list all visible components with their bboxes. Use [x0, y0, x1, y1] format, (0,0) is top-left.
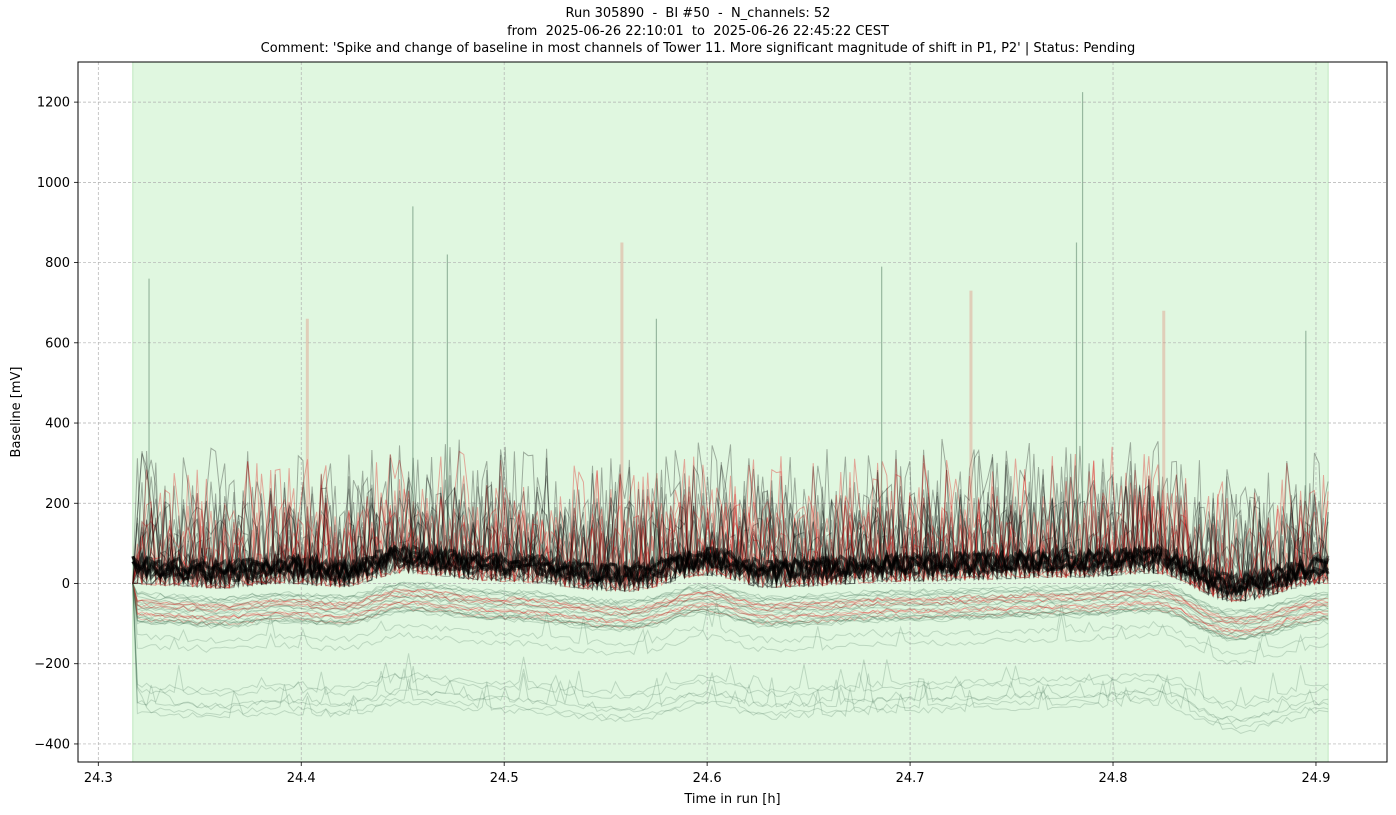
channel-trace	[132, 583, 1329, 642]
x-tick-label: 24.8	[1099, 771, 1128, 786]
channel-trace	[132, 438, 1329, 600]
channel-trace	[132, 580, 1329, 614]
channel-trace	[132, 583, 1329, 640]
channel-trace	[132, 583, 1329, 641]
y-tick-label: 800	[45, 256, 70, 271]
channel-trace-low	[132, 583, 1329, 712]
channel-trace	[132, 583, 1329, 618]
channel-trace	[132, 583, 1329, 620]
x-tick-label: 24.6	[693, 771, 722, 786]
plot-frame	[77, 61, 1388, 763]
channel-trace-core	[131, 543, 1330, 595]
channel-trace	[132, 495, 1329, 603]
channel-trace	[132, 583, 1329, 626]
channel-trace	[132, 583, 1329, 621]
y-tick-label: 200	[45, 497, 70, 512]
chart-title-line-2: from 2025-06-26 22:10:01 to 2025-06-26 2…	[507, 24, 889, 39]
channel-trace	[132, 583, 1329, 633]
channel-trace	[132, 441, 1329, 600]
channel-trace	[132, 583, 1329, 632]
channel-trace-low	[132, 583, 1329, 724]
y-tick-label: 1200	[37, 96, 70, 111]
x-tick-label: 24.4	[287, 771, 316, 786]
channel-trace	[132, 583, 1329, 639]
x-tick-label: 24.3	[84, 771, 113, 786]
x-tick-label: 24.7	[896, 771, 925, 786]
channel-trace-low	[132, 583, 1329, 722]
channel-trace	[132, 583, 1329, 638]
channel-trace	[132, 488, 1329, 597]
channel-trace	[132, 581, 1329, 613]
channel-trace	[132, 583, 1329, 620]
channel-trace-low	[132, 583, 1329, 666]
y-tick-label: −400	[34, 737, 70, 752]
channel-trace	[132, 583, 1329, 638]
channel-trace	[132, 583, 1329, 623]
x-tick-label: 24.9	[1301, 771, 1330, 786]
channel-trace	[132, 583, 1329, 629]
channel-trace	[132, 583, 1329, 635]
channel-trace-low	[132, 583, 1329, 730]
channel-trace	[132, 583, 1329, 641]
y-tick-label: −200	[34, 657, 70, 672]
channel-trace	[132, 583, 1329, 634]
chart-title-line-3: Comment: 'Spike and change of baseline i…	[260, 41, 1136, 56]
channel-trace	[132, 583, 1329, 623]
x-tick-label: 24.5	[490, 771, 519, 786]
channel-trace	[132, 583, 1329, 633]
y-tick-label: 1000	[37, 176, 70, 191]
y-tick-label: 0	[62, 577, 70, 592]
channel-trace	[132, 445, 1329, 601]
channel-trace-core	[131, 543, 1330, 600]
chart-title-line-1: Run 305890 - BI #50 - N_channels: 52	[565, 6, 831, 21]
channel-trace	[132, 583, 1329, 625]
y-tick-label: 600	[45, 336, 70, 351]
channel-trace	[132, 442, 1329, 602]
channel-trace	[132, 583, 1329, 625]
channel-trace-low	[132, 583, 1329, 734]
x-axis-label: Time in run [h]	[683, 792, 780, 807]
shaded-interval	[132, 62, 1329, 762]
channel-trace	[132, 475, 1329, 603]
y-axis-label: Baseline [mV]	[9, 367, 24, 458]
channel-trace	[132, 583, 1329, 616]
y-tick-label: 400	[45, 417, 70, 432]
channel-trace-low	[132, 583, 1329, 707]
channel-trace-low	[132, 583, 1329, 655]
channel-trace	[132, 583, 1329, 628]
